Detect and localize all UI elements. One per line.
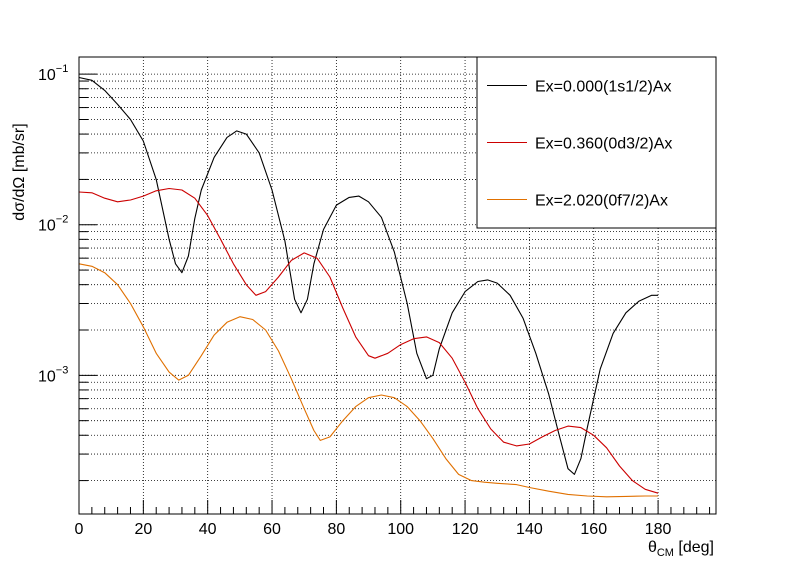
x-axis-title-main: θ [648, 539, 657, 556]
y-tick-label: 10−2 [38, 214, 68, 235]
x-tick-label: 100 [387, 521, 414, 538]
y-tick-label-exponent: −1 [56, 63, 69, 75]
x-axis-title: θCM [deg] [648, 539, 714, 559]
y-tick-label: 10−3 [38, 364, 68, 385]
series-line-2 [78, 187, 659, 494]
x-axis-title-sub: CM [657, 547, 674, 559]
y-tick-label: 10−1 [38, 63, 68, 84]
y-tick-label-exponent: −3 [56, 364, 69, 376]
x-tick-label: 20 [134, 521, 152, 538]
series-line-1 [78, 76, 659, 475]
x-tick-label: 0 [75, 521, 84, 538]
series-line-3 [78, 263, 659, 498]
legend-label-3: Ex=2.020(0f7/2)Ax [535, 193, 668, 210]
x-axis-title-unit: [deg] [674, 539, 714, 556]
y-tick-label-exponent: −2 [56, 214, 69, 226]
legend-label-2: Ex=0.360(0d3/2)Ax [535, 136, 672, 153]
x-tick-label: 140 [516, 521, 543, 538]
x-tick-label: 60 [263, 521, 281, 538]
y-tick-label-base: 10 [38, 218, 56, 235]
y-axis-title: dσ/dΩ [mb/sr] [11, 123, 28, 220]
grid [78, 57, 716, 514]
x-tick-label: 160 [580, 521, 607, 538]
legend-label-1: Ex=0.000(1s1/2)Ax [535, 79, 672, 96]
x-tick-label: 40 [199, 521, 217, 538]
x-tick-label: 180 [645, 521, 672, 538]
y-tick-label-base: 10 [38, 368, 56, 385]
plot-frame [78, 56, 717, 515]
legend: Ex=0.000(1s1/2)Ax Ex=0.360(0d3/2)Ax Ex=2.0… [476, 56, 717, 229]
y-tick-label-base: 10 [38, 67, 56, 84]
series-lines [78, 76, 659, 498]
x-tick-label: 80 [327, 521, 345, 538]
x-tick-label: 120 [452, 521, 479, 538]
